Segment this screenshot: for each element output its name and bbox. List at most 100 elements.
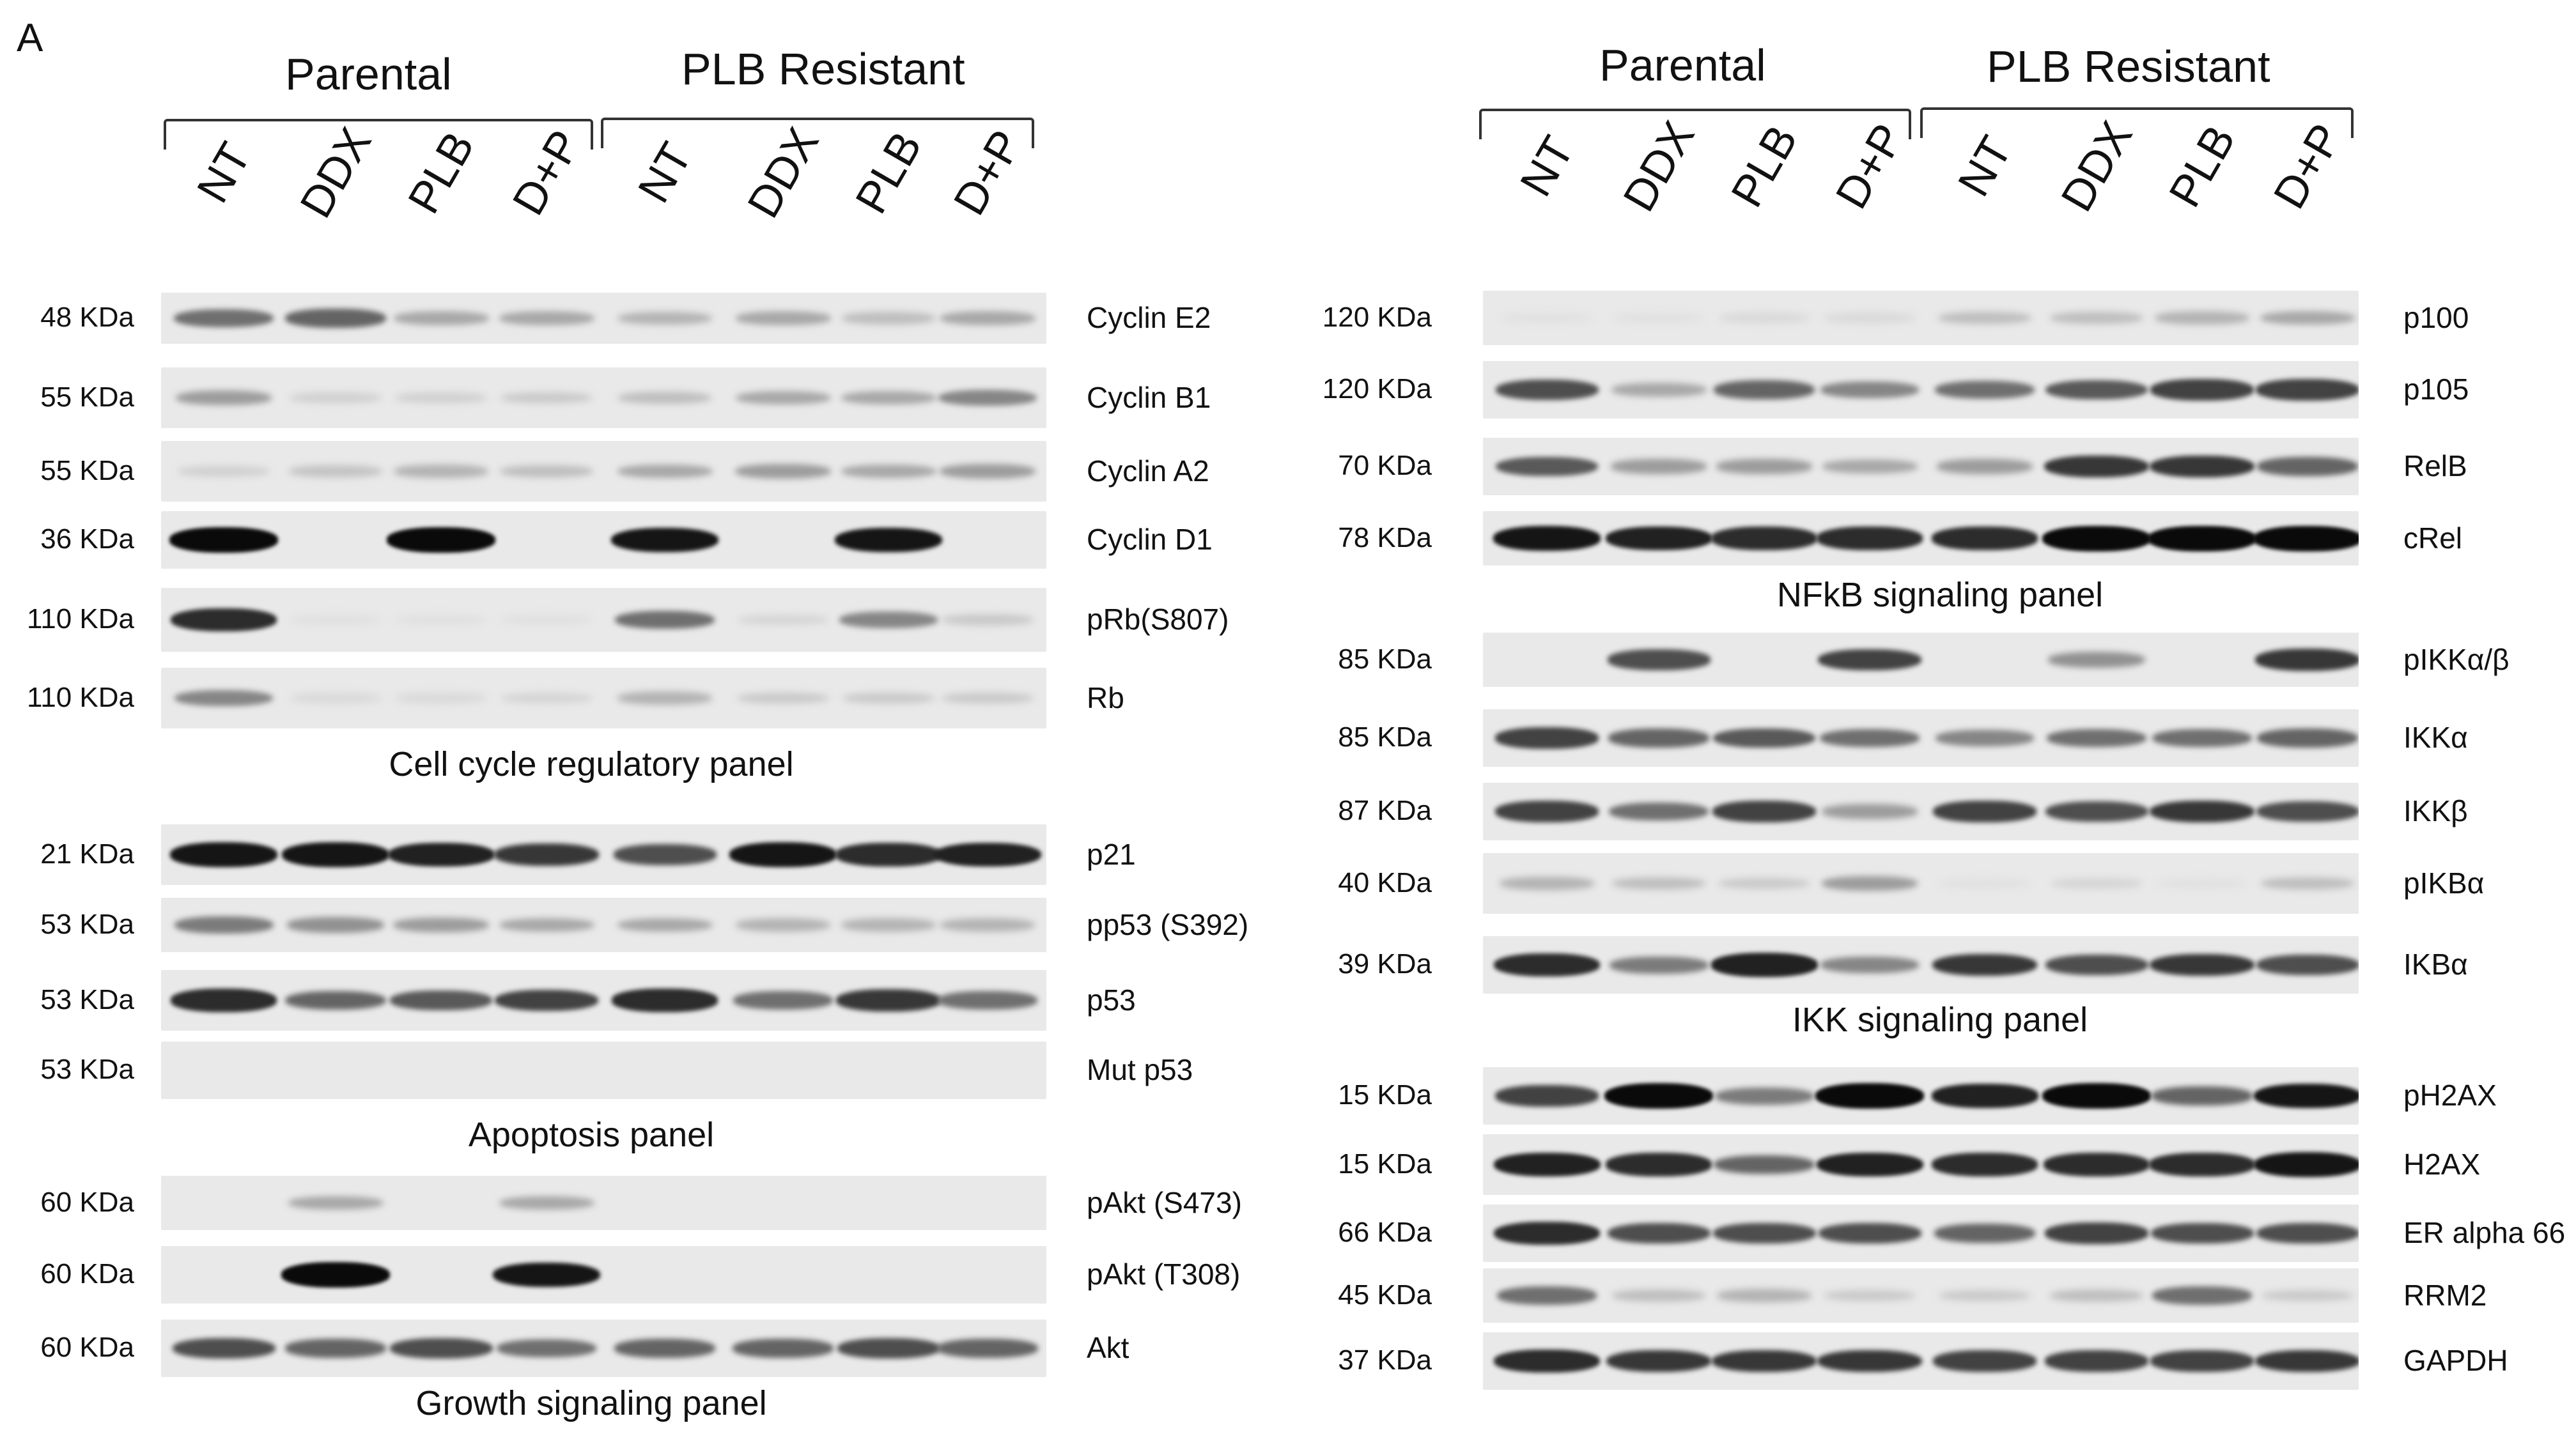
kda-label: 85 KDa	[1338, 643, 1432, 675]
blot-band	[610, 527, 719, 553]
blot-band	[835, 843, 942, 866]
blot-band	[2255, 379, 2359, 401]
blot-band	[1717, 1289, 1812, 1302]
blot-band	[387, 842, 495, 867]
blot-strip	[1483, 633, 2359, 687]
blot-band	[178, 465, 270, 477]
panel-title: Apoptosis panel	[468, 1116, 715, 1154]
blot-band	[2150, 1350, 2254, 1372]
blot-band	[940, 918, 1035, 932]
blot-strip	[1483, 511, 2359, 566]
left-group-plb-resistant: PLB Resistant	[681, 44, 965, 94]
protein-label: IKKβ	[2403, 794, 2468, 828]
blot-band	[392, 917, 490, 933]
kda-label: 45 KDa	[1338, 1279, 1432, 1311]
blot-band	[2253, 1083, 2359, 1109]
protein-label: p53	[1087, 983, 1136, 1017]
blot-band	[1608, 728, 1709, 748]
blot-band	[733, 991, 834, 1010]
blot-band	[836, 989, 941, 1012]
blot-band	[2157, 878, 2247, 889]
blot-band	[1714, 1155, 1815, 1174]
blot-band	[617, 464, 713, 479]
blot-band	[290, 615, 381, 625]
blot-band	[492, 1262, 601, 1288]
left-bracket-parental	[164, 119, 593, 150]
right-group-parental: Parental	[1599, 40, 1766, 90]
blot-band	[281, 1262, 390, 1288]
kda-label: 60 KDa	[40, 1332, 134, 1363]
blot-band	[2150, 455, 2254, 478]
blot-band	[2256, 801, 2359, 822]
blot-band	[1932, 953, 2037, 976]
blot-band	[395, 392, 487, 404]
blot-band	[394, 465, 488, 478]
blot-band	[290, 392, 382, 404]
blot-band	[2042, 525, 2151, 551]
protein-label: pAkt (T308)	[1087, 1258, 1241, 1291]
blot-strip	[161, 1042, 1046, 1099]
blot-band	[2257, 728, 2358, 748]
protein-label: Cyclin D1	[1087, 523, 1213, 556]
blot-band	[617, 691, 712, 705]
blot-band	[1494, 1085, 1599, 1107]
kda-label: 60 KDa	[40, 1258, 134, 1290]
blot-band	[2149, 1153, 2255, 1176]
blot-band	[614, 610, 715, 629]
blot-band	[1494, 1221, 1600, 1245]
blot-band	[2255, 649, 2359, 671]
protein-label: Cyclin A2	[1087, 454, 1209, 488]
protein-label: cRel	[2403, 521, 2463, 555]
blot-band	[2253, 1152, 2359, 1177]
blot-band	[842, 312, 935, 325]
blot-band	[1822, 459, 1918, 473]
blot-band	[617, 311, 712, 325]
blot-strip	[1483, 1067, 2359, 1125]
protein-label: p100	[2403, 300, 2469, 334]
blot-band	[288, 1196, 384, 1210]
blot-band	[499, 918, 594, 932]
blot-band	[841, 390, 936, 405]
blot-band	[1820, 381, 1919, 398]
blot-band	[1607, 649, 1711, 670]
blot-strip	[161, 898, 1046, 952]
blot-band	[2050, 1289, 2143, 1302]
blot-band	[1712, 1222, 1816, 1244]
blot-band	[2044, 1350, 2149, 1372]
blot-band	[2152, 1286, 2253, 1305]
blot-band	[842, 692, 935, 704]
blot-band	[2255, 1350, 2359, 1373]
blot-strip	[1483, 1332, 2359, 1390]
blot-band	[1821, 875, 1918, 891]
kda-label: 55 KDa	[40, 381, 134, 413]
blot-band	[1815, 1083, 1924, 1109]
blot-band	[174, 916, 274, 934]
blot-band	[1610, 459, 1707, 474]
blot-band	[2150, 953, 2254, 976]
blot-band	[2044, 1153, 2150, 1176]
protein-label: pRb(S807)	[1087, 603, 1229, 636]
blot-band	[2256, 954, 2359, 976]
protein-label: GAPDH	[2403, 1344, 2508, 1377]
panel-title: Growth signaling panel	[415, 1384, 767, 1422]
blot-band	[1496, 456, 1598, 477]
blot-band	[389, 1337, 493, 1359]
blot-band	[1718, 312, 1810, 323]
blot-band	[734, 463, 832, 479]
kda-label: 66 KDa	[1338, 1217, 1432, 1248]
blot-band	[287, 917, 384, 933]
right-bracket-plb-resistant	[1920, 107, 2354, 138]
blot-band	[1604, 1083, 1713, 1109]
blot-band	[613, 844, 717, 865]
kda-label: 120 KDa	[1322, 373, 1432, 404]
blot-strip	[1483, 783, 2359, 840]
kda-label: 60 KDa	[40, 1186, 134, 1218]
protein-label: pH2AX	[2403, 1079, 2497, 1112]
blot-band	[499, 1196, 594, 1210]
panel-title: NFkB signaling panel	[1776, 576, 2104, 614]
blot-band	[1938, 311, 2031, 325]
protein-label: pIKKα/β	[2403, 642, 2510, 676]
kda-label: 21 KDa	[40, 838, 134, 870]
blot-band	[1501, 312, 1592, 323]
